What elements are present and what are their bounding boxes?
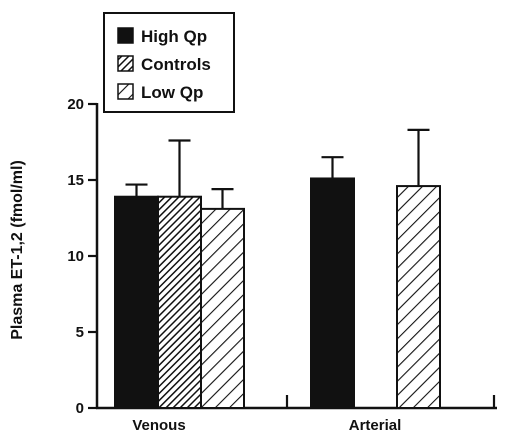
legend-item-low-qp: Low Qp <box>117 83 203 102</box>
legend-swatch-high-qp <box>117 27 134 44</box>
legend-label-low-qp: Low Qp <box>141 83 203 102</box>
x-tick-label-venous: Venous <box>132 417 185 434</box>
legend-item-high-qp: High Qp <box>117 27 207 46</box>
y-tick-label: 20 <box>67 96 84 113</box>
y-ticks: 0 5 10 15 20 <box>67 96 97 417</box>
x-tick-labels: Venous Arterial <box>132 417 401 434</box>
bar-low-qp-arterial <box>396 185 441 409</box>
bar-high-qp-venous <box>114 195 159 409</box>
y-tick-label: 5 <box>76 324 84 341</box>
legend-label-high-qp: High Qp <box>141 27 207 46</box>
legend-label-controls: Controls <box>141 55 211 74</box>
bar-controls-venous <box>157 195 202 409</box>
error-bars <box>125 128 430 209</box>
x-tick-label-arterial: Arterial <box>349 417 402 434</box>
bars <box>114 177 441 409</box>
legend-swatch-controls <box>117 55 134 72</box>
y-tick-label: 0 <box>76 400 84 417</box>
y-tick-label: 10 <box>67 248 84 265</box>
legend: High Qp Controls Low Qp <box>103 12 235 113</box>
y-axis-label: Plasma ET-1,2 (fmol/ml) <box>9 160 26 340</box>
legend-swatch-low-qp <box>117 83 134 100</box>
bar-high-qp-arterial <box>310 177 355 409</box>
legend-item-controls: Controls <box>117 55 211 74</box>
bar-low-qp-venous <box>200 207 245 409</box>
x-tick-marks <box>285 395 496 408</box>
y-tick-label: 15 <box>67 172 84 189</box>
legend-box <box>103 12 235 113</box>
